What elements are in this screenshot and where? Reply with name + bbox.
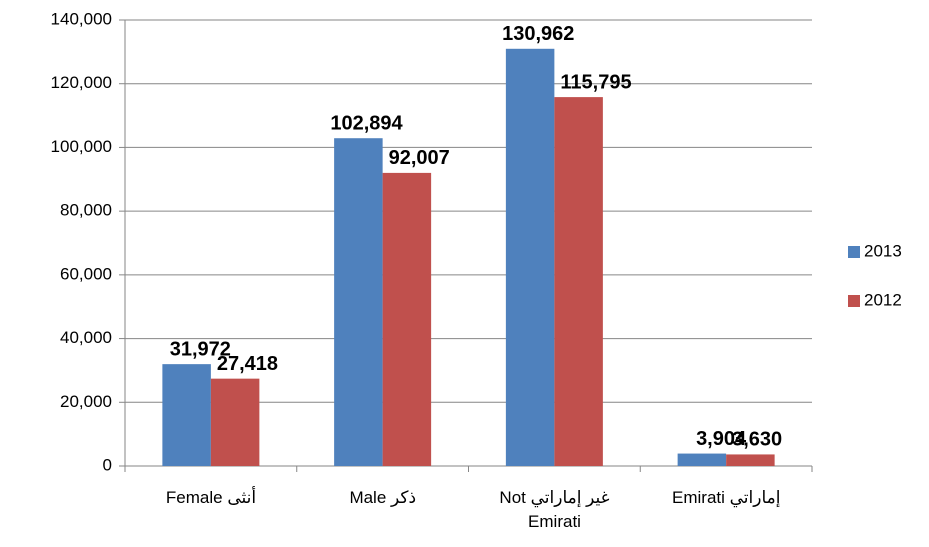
y-tick-label: 120,000 — [51, 73, 112, 92]
legend-swatch — [848, 246, 860, 258]
data-label: 115,795 — [560, 71, 631, 93]
y-tick-label: 0 — [103, 455, 112, 474]
data-label: 92,007 — [389, 147, 450, 169]
bar — [162, 364, 211, 466]
y-tick-label: 80,000 — [60, 201, 112, 220]
legend-swatch — [848, 295, 860, 307]
x-tick-label: Not غير إماراتي Emirati — [499, 488, 610, 531]
bar — [554, 97, 603, 466]
y-tick-label: 60,000 — [60, 264, 112, 283]
data-label: 27,418 — [217, 353, 278, 375]
y-tick-label: 140,000 — [51, 9, 112, 28]
legend-label: 2013 — [864, 241, 902, 260]
legend-label: 2012 — [864, 290, 902, 309]
x-tick-label: Female أنثى — [165, 488, 257, 507]
bar — [505, 48, 555, 467]
x-tick-label: Emirati إماراتي — [672, 488, 781, 507]
y-tick-label: 100,000 — [51, 137, 112, 156]
data-label: 3,904 — [696, 428, 747, 450]
x-tick-label: Male ذكر — [349, 488, 417, 507]
data-label: 3,630 — [732, 429, 782, 451]
bar — [382, 172, 432, 467]
bar — [334, 138, 383, 467]
data-label: 130,962 — [502, 23, 574, 45]
bar — [210, 378, 260, 466]
data-label: 31,972 — [170, 338, 231, 360]
y-tick-label: 40,000 — [60, 328, 112, 347]
bar — [726, 454, 775, 466]
bar — [677, 453, 727, 466]
y-tick-label: 20,000 — [60, 392, 112, 411]
data-label: 102,894 — [330, 112, 403, 134]
